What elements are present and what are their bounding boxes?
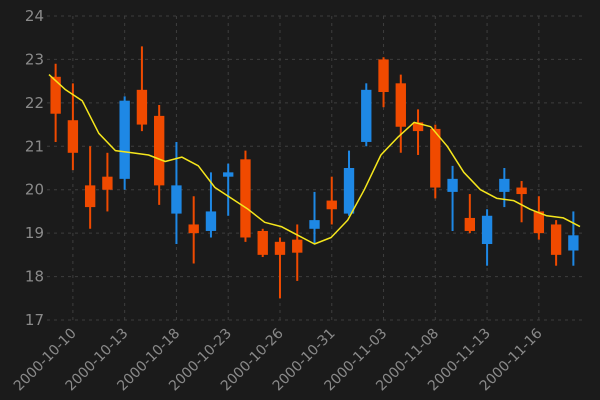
candle-up — [481, 209, 493, 266]
candle-down — [550, 220, 562, 266]
y-tick-label: 22 — [25, 94, 44, 112]
candle-body — [240, 159, 251, 238]
y-tick-label: 23 — [25, 50, 44, 68]
candle-body — [343, 168, 355, 214]
candle-down — [533, 196, 545, 240]
candle-down — [102, 152, 113, 212]
candle-body — [395, 83, 406, 127]
candle-body — [102, 176, 113, 190]
candle-body — [188, 224, 199, 234]
candle-body — [171, 185, 182, 214]
candles — [50, 46, 579, 299]
candle-body — [361, 89, 372, 142]
candle-down — [464, 194, 475, 234]
candle-body — [154, 115, 165, 186]
moving-average-line — [48, 74, 581, 245]
candle-up — [447, 165, 458, 231]
moving-average — [48, 74, 581, 245]
candle-body — [119, 100, 130, 179]
candle-body — [464, 217, 475, 231]
candle-up — [119, 96, 130, 190]
candle-down — [188, 196, 199, 264]
candle-body — [274, 241, 286, 255]
candle-body — [84, 185, 96, 208]
candle-up — [568, 211, 579, 266]
candle-down — [67, 83, 79, 171]
y-axis: 17 18 19 20 21 22 23 24 — [25, 7, 44, 329]
y-tick-label: 21 — [25, 137, 44, 155]
candle-body — [223, 172, 234, 177]
candle-up — [499, 168, 510, 208]
candle-down — [516, 181, 527, 223]
candle-body — [447, 178, 458, 192]
candle-body — [516, 187, 527, 195]
candle-up — [361, 83, 372, 147]
candle-up — [309, 191, 320, 244]
y-tick-label: 24 — [25, 7, 44, 25]
candle-down — [136, 46, 148, 132]
y-tick-label: 17 — [25, 311, 44, 329]
candle-body — [412, 122, 424, 132]
candle-body — [533, 211, 545, 234]
candle-body — [257, 230, 268, 255]
candle-body — [292, 239, 303, 253]
candle-body — [205, 211, 217, 231]
candle-body — [326, 200, 337, 210]
candle-body — [430, 128, 441, 188]
candle-body — [550, 224, 562, 255]
candle-down — [257, 228, 268, 258]
y-tick-label: 20 — [25, 181, 44, 199]
candle-down — [50, 63, 61, 142]
candle-down — [274, 237, 286, 299]
candle-down — [154, 105, 165, 205]
candle-body — [499, 178, 510, 192]
y-tick-label: 19 — [25, 224, 44, 242]
candle-down — [292, 224, 303, 281]
candle-up — [343, 150, 355, 216]
candle-body — [67, 120, 79, 153]
candle-down — [430, 124, 441, 199]
candle-body — [309, 220, 320, 229]
candle-down — [412, 109, 424, 155]
y-tick-label: 18 — [25, 268, 44, 286]
candle-down — [378, 57, 389, 108]
candle-body — [136, 89, 148, 125]
candle-body — [50, 76, 61, 114]
candle-body — [568, 235, 579, 251]
candle-down — [326, 176, 337, 225]
candle-body — [378, 59, 389, 92]
candle-down — [240, 150, 251, 242]
candle-up — [223, 163, 234, 216]
x-axis: 2000-10-102000-10-132000-10-182000-10-23… — [11, 325, 546, 394]
candle-down — [84, 146, 96, 229]
candle-body — [481, 215, 493, 244]
candle-down — [395, 74, 406, 153]
